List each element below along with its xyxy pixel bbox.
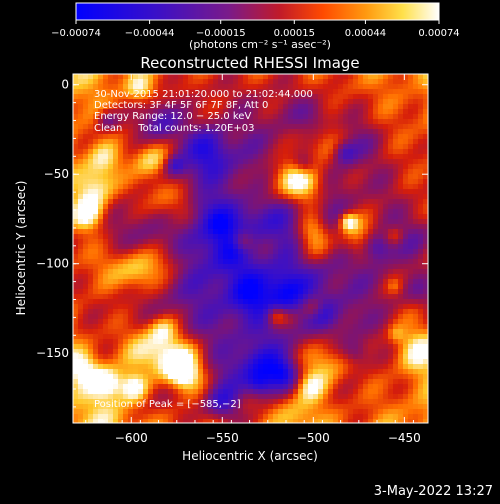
colorbar-tick-label: 0.00044: [345, 28, 386, 39]
y-axis-label: Heliocentric Y (arcsec): [14, 181, 28, 316]
annotation-energy-range: Energy Range: 12.0 − 25.0 keV: [94, 111, 251, 122]
colorbar-tick-label: −0.00074: [51, 28, 101, 39]
colorbar-unit-label: (photons cm⁻² s⁻¹ asec⁻²): [189, 38, 331, 51]
x-tick-label: −500: [297, 431, 330, 445]
annotation-time-range: 30‑Nov‑2015 21:01:20.000 to 21:02:44.000: [94, 89, 313, 100]
y-tick-label: 0: [61, 78, 69, 92]
date-stamp: 3‑May‑2022 13:27: [374, 484, 493, 499]
annotation-peak-position: Position of Peak = [−585,−2]: [94, 399, 241, 410]
colorbar: [76, 3, 439, 20]
colorbar-tick-label: −0.00044: [125, 28, 175, 39]
annotation-detectors: Detectors: 3F 4F 5F 6F 7F 8F, Att 0: [94, 100, 268, 111]
x-tick-label: −550: [206, 431, 239, 445]
chart-title: Reconstructed RHESSI Image: [140, 54, 359, 72]
colorbar-tick-label: 0.00074: [418, 28, 459, 39]
y-tick-label: −100: [36, 257, 69, 271]
y-tick-label: −50: [44, 167, 69, 181]
x-tick-label: −450: [388, 431, 421, 445]
annotation-method-counts: Clean Total counts: 1.20E+03: [94, 123, 254, 134]
x-axis-label: Heliocentric X (arcsec): [182, 449, 318, 463]
y-tick-label: −150: [36, 346, 69, 360]
x-tick-label: −600: [115, 431, 148, 445]
